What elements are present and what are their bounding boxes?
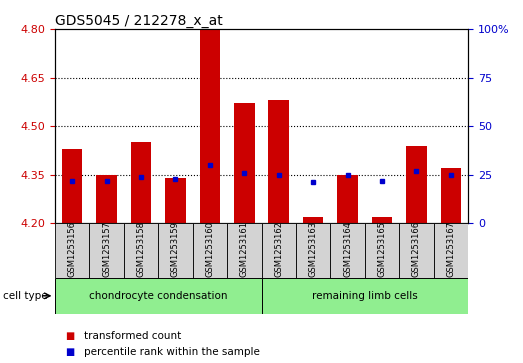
Bar <box>55 223 89 278</box>
Text: GSM1253161: GSM1253161 <box>240 221 249 277</box>
Bar <box>124 223 158 278</box>
Bar <box>296 223 331 278</box>
Bar <box>165 178 186 223</box>
Bar <box>331 223 365 278</box>
Bar <box>440 168 461 223</box>
Bar <box>372 217 392 223</box>
Text: GSM1253156: GSM1253156 <box>67 221 77 277</box>
Bar <box>303 217 323 223</box>
Bar <box>434 223 468 278</box>
Bar <box>55 278 262 314</box>
Bar <box>158 223 192 278</box>
Bar <box>399 223 434 278</box>
Text: GSM1253158: GSM1253158 <box>137 221 145 277</box>
Text: percentile rank within the sample: percentile rank within the sample <box>84 347 259 357</box>
Text: GSM1253162: GSM1253162 <box>274 221 283 277</box>
Bar <box>365 223 399 278</box>
Text: GSM1253159: GSM1253159 <box>171 221 180 277</box>
Text: GSM1253167: GSM1253167 <box>446 221 456 277</box>
Bar <box>268 100 289 223</box>
Bar <box>262 278 468 314</box>
Bar <box>199 29 220 223</box>
Bar <box>227 223 262 278</box>
Text: ■: ■ <box>65 347 75 357</box>
Text: GSM1253166: GSM1253166 <box>412 221 421 277</box>
Bar <box>337 175 358 223</box>
Text: GSM1253164: GSM1253164 <box>343 221 352 277</box>
Text: transformed count: transformed count <box>84 331 181 341</box>
Bar <box>62 149 83 223</box>
Text: GDS5045 / 212278_x_at: GDS5045 / 212278_x_at <box>55 14 223 28</box>
Bar <box>262 223 296 278</box>
Bar <box>131 142 151 223</box>
Text: chondrocyte condensation: chondrocyte condensation <box>89 291 228 301</box>
Text: ■: ■ <box>65 331 75 341</box>
Text: GSM1253163: GSM1253163 <box>309 221 317 277</box>
Bar <box>406 146 427 223</box>
Bar <box>192 223 227 278</box>
Text: cell type: cell type <box>3 291 47 301</box>
Text: GSM1253165: GSM1253165 <box>378 221 386 277</box>
Text: GSM1253157: GSM1253157 <box>102 221 111 277</box>
Text: GSM1253160: GSM1253160 <box>206 221 214 277</box>
Bar <box>89 223 124 278</box>
Bar <box>234 103 255 223</box>
Bar <box>96 175 117 223</box>
Text: remaining limb cells: remaining limb cells <box>312 291 418 301</box>
